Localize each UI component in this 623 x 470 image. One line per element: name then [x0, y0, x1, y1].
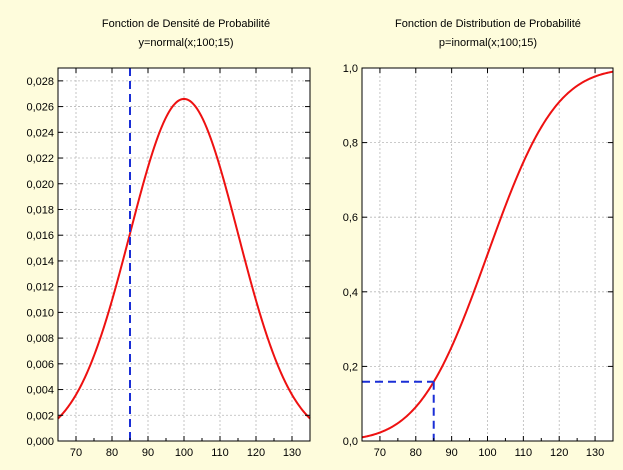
density-subtitle: y=normal(x;100;15) [138, 37, 233, 49]
y-tick-label: 0,010 [26, 307, 54, 319]
distribution-panel: Fonction de Distribution de Probabilité … [343, 18, 614, 459]
y-tick-label: 0,014 [26, 256, 54, 268]
x-tick-label: 110 [515, 447, 533, 459]
y-tick-label: 0,004 [26, 385, 54, 397]
y-tick-label: 0,0 [343, 436, 358, 448]
x-tick-label: 80 [410, 447, 422, 459]
plot-area [58, 68, 310, 441]
x-tick-label: 80 [106, 447, 118, 459]
y-tick-label: 0,2 [343, 361, 358, 373]
y-tick-label: 0,026 [26, 102, 54, 114]
y-tick-label: 0,028 [26, 76, 54, 88]
density-panel: Fonction de Densité de Probabilité y=nor… [26, 18, 311, 459]
y-tick-label: 0,002 [26, 410, 54, 422]
x-tick-label: 120 [550, 447, 568, 459]
distribution-subtitle: p=inormal(x;100;15) [439, 37, 537, 49]
x-tick-label: 100 [175, 447, 193, 459]
y-tick-label: 0,018 [26, 204, 54, 216]
y-tick-label: 0,008 [26, 333, 54, 345]
y-tick-label: 0,6 [343, 212, 358, 224]
x-tick-label: 100 [478, 447, 496, 459]
y-tick-label: 0,000 [26, 436, 54, 448]
y-tick-label: 0,024 [26, 127, 54, 139]
density-title: Fonction de Densité de Probabilité [102, 18, 270, 30]
y-tick-label: 1,0 [343, 63, 358, 75]
x-tick-label: 70 [374, 447, 386, 459]
x-tick-label: 130 [283, 447, 301, 459]
curve-line [57, 97, 311, 420]
y-tick-label: 0,016 [26, 230, 54, 242]
x-tick-label: 130 [586, 447, 604, 459]
x-tick-label: 110 [211, 447, 229, 459]
x-tick-label: 70 [70, 447, 82, 459]
y-tick-label: 0,4 [343, 287, 358, 299]
y-tick-label: 0,8 [343, 138, 358, 150]
y-tick-label: 0,022 [26, 153, 54, 165]
y-tick-label: 0,006 [26, 359, 54, 371]
distribution-title: Fonction de Distribution de Probabilité [395, 18, 581, 30]
curve-line [361, 70, 614, 439]
x-tick-label: 120 [247, 447, 265, 459]
x-tick-label: 90 [142, 447, 154, 459]
y-tick-label: 0,020 [26, 179, 54, 191]
x-tick-label: 90 [446, 447, 458, 459]
y-tick-label: 0,012 [26, 282, 54, 294]
